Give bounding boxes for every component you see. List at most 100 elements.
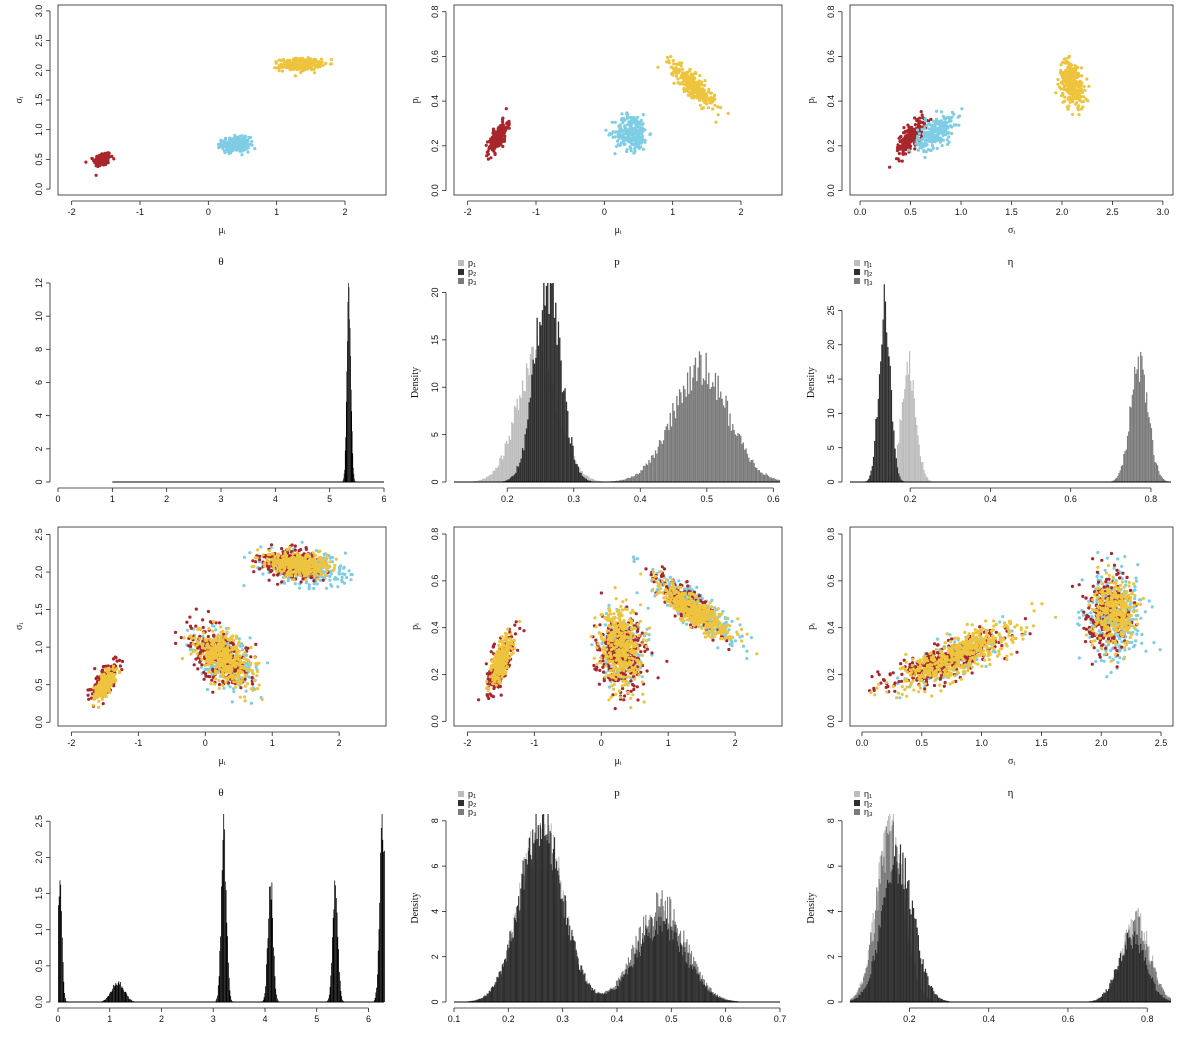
hist-bar: [1142, 369, 1144, 482]
scatter-point: [208, 675, 212, 679]
scatter-point: [898, 140, 902, 144]
scatter-point: [242, 584, 246, 588]
scatter-point: [215, 655, 219, 660]
plot-frame: [849, 4, 1174, 196]
scatter-point: [944, 120, 948, 125]
hist-bar: [532, 359, 534, 482]
scatter-point: [188, 648, 192, 652]
hist-bar: [535, 357, 537, 482]
legend-label: p₂: [468, 267, 477, 277]
scatter-point: [608, 132, 612, 136]
scatter-point: [604, 128, 608, 132]
scatter-point: [905, 135, 909, 139]
scatter-point: [110, 154, 114, 158]
hist-bar: [491, 474, 493, 482]
scatter-point: [217, 679, 221, 683]
hist-bar: [516, 398, 518, 482]
scatter-point: [197, 626, 201, 630]
hist-bar: [631, 476, 633, 482]
scatter-point: [235, 680, 239, 684]
hist-bar: [899, 476, 901, 482]
scatter-point: [924, 134, 928, 138]
scatter-point: [188, 615, 192, 619]
scatter-point: [1080, 90, 1084, 94]
hist-bar: [672, 403, 674, 482]
hist-bar: [1163, 479, 1165, 482]
hist-bar: [1143, 374, 1145, 482]
scatter-point: [249, 645, 253, 650]
scatter-point: [274, 60, 278, 64]
hist-bar: [495, 467, 497, 482]
scatter-point: [265, 661, 270, 665]
scatter-point: [699, 90, 703, 94]
hist-bar: [479, 480, 481, 482]
scatter-point: [218, 145, 222, 149]
hist-bar: [481, 478, 484, 482]
hist-bar: [776, 479, 778, 482]
scatter-point: [115, 667, 119, 671]
scatter-point: [1062, 84, 1067, 88]
x-tick-label: 0.5: [701, 494, 714, 504]
hist-bar: [728, 425, 730, 482]
hist-bar: [769, 477, 771, 482]
scatter-point: [112, 684, 116, 688]
hist-bar: [923, 470, 925, 482]
hist-series-mid: [607, 351, 781, 482]
scatter-point: [913, 116, 917, 120]
scatter-point: [317, 60, 321, 64]
hist-bar: [895, 458, 897, 482]
scatter-point: [229, 668, 233, 672]
hist-bar: [543, 283, 545, 482]
scatter-point: [213, 672, 217, 676]
y-tick-label: 10: [430, 382, 440, 392]
hist-bar: [342, 480, 344, 482]
scatter-point: [634, 123, 638, 127]
hist-bar: [1125, 449, 1127, 482]
scatter-point: [640, 126, 645, 130]
hist-bar: [773, 477, 775, 482]
scatter-point: [940, 144, 944, 148]
hist-bar: [591, 478, 593, 482]
hist-bar: [927, 477, 929, 482]
hist-bar: [750, 460, 753, 482]
hist-bar: [698, 351, 701, 482]
hist-bar: [489, 474, 492, 482]
scatter-point: [104, 664, 108, 668]
hist-bar: [746, 453, 749, 482]
scatter-point: [501, 144, 505, 149]
scatter-point: [1065, 71, 1069, 76]
hist-bar: [628, 477, 630, 482]
scatter-point: [237, 637, 241, 641]
scatter-point: [92, 697, 96, 701]
scatter-point: [293, 582, 297, 586]
hist-bar: [547, 283, 549, 482]
hist-bar: [509, 439, 512, 482]
scatter-point: [493, 133, 497, 137]
scatter-point: [95, 696, 99, 700]
hist-bar: [722, 405, 725, 482]
scatter-point: [948, 117, 952, 121]
scatter-point: [94, 173, 98, 177]
scatter-point: [272, 573, 276, 577]
scatter-point: [230, 675, 234, 679]
scatter-point: [927, 119, 931, 123]
scatter-point: [935, 122, 939, 126]
hist-bar: [525, 363, 528, 482]
hist-bar: [576, 464, 578, 482]
x-tick-label: 0.4: [984, 494, 997, 504]
scatter-point: [621, 128, 625, 132]
scatter-point: [240, 676, 244, 680]
scatter-point: [224, 676, 228, 681]
scatter-point: [945, 138, 949, 142]
scatter-point: [672, 81, 676, 85]
hist-bar: [511, 476, 513, 482]
scatter-point: [234, 664, 238, 668]
scatter-point: [505, 121, 509, 126]
scatter-point: [309, 64, 313, 68]
hist-bar: [1122, 464, 1124, 482]
hist-bar: [624, 479, 626, 482]
scatter-point: [633, 147, 637, 151]
hist-bar: [493, 470, 496, 482]
